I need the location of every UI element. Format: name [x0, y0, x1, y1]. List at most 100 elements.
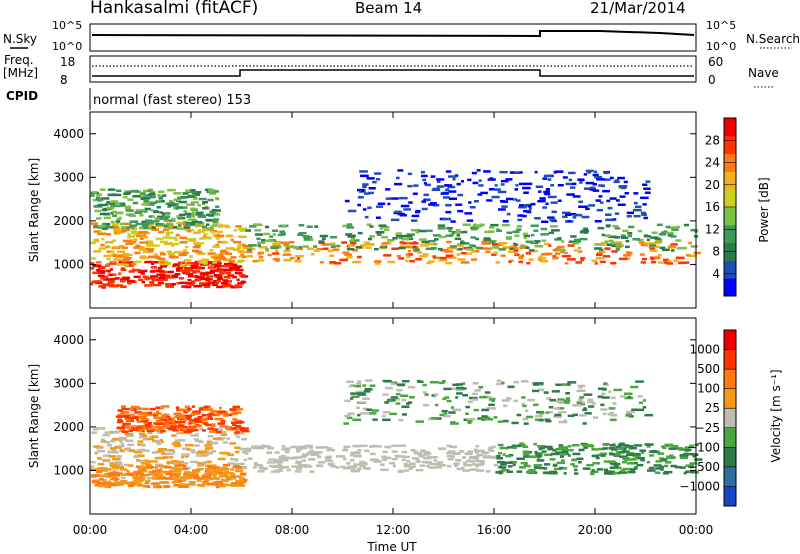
echo-cell: [426, 464, 430, 468]
echo-cell: [120, 226, 127, 229]
echo-cell: [255, 233, 264, 236]
echo-cell: [530, 202, 536, 206]
echo-cell: [125, 434, 135, 437]
echo-cell: [280, 466, 289, 469]
echo-cell: [437, 466, 442, 469]
echo-cell: [483, 238, 492, 241]
echo-cell: [210, 450, 217, 453]
echo-cell: [135, 472, 144, 475]
echo-cell: [350, 468, 356, 471]
echo-cell: [627, 234, 632, 238]
echo-cell: [362, 397, 370, 400]
colorbar-tick-label: 4: [712, 267, 720, 281]
echo-cell: [363, 461, 367, 465]
echo-cell: [134, 411, 142, 414]
echo-cell: [399, 214, 407, 217]
echo-cell: [513, 198, 517, 201]
echo-cell: [665, 461, 672, 464]
echo-cell: [190, 283, 195, 287]
echo-cell: [436, 178, 445, 181]
echo-cell: [319, 234, 328, 238]
echo-cell: [533, 403, 539, 407]
echo-cell: [477, 417, 483, 420]
echo-cell: [591, 469, 595, 472]
echo-cell: [692, 455, 696, 458]
echo-cell: [103, 269, 110, 273]
echo-cell: [175, 414, 184, 418]
echo-cell: [187, 278, 192, 282]
echo-cell: [172, 451, 176, 454]
echo-cell: [99, 477, 104, 481]
echo-cell: [114, 231, 118, 234]
echo-cell: [602, 443, 610, 446]
echo-cell: [498, 242, 508, 245]
echo-cell: [156, 206, 161, 209]
echo-cell: [111, 253, 118, 256]
echo-cell: [466, 252, 472, 255]
echo-cell: [549, 398, 556, 402]
echo-cell: [579, 181, 583, 184]
echo-cell: [239, 227, 247, 230]
echo-cell: [204, 237, 212, 240]
echo-cell: [461, 456, 467, 459]
velocity-ylabel: Slant Range [km]: [27, 364, 41, 468]
echo-cell: [585, 169, 594, 173]
echo-cell: [133, 483, 138, 486]
echo-cell: [185, 428, 192, 432]
echo-cell: [187, 195, 194, 198]
echo-cell: [95, 479, 101, 482]
echo-cell: [188, 190, 197, 194]
echo-cell: [343, 445, 351, 449]
echo-cell: [185, 271, 189, 274]
echo-cell: [372, 418, 378, 421]
echo-cell: [118, 272, 122, 275]
echo-cell: [96, 193, 103, 196]
echo-cell: [562, 176, 568, 179]
echo-cell: [457, 258, 466, 261]
echo-cell: [232, 475, 237, 479]
y-tick-label: 3000: [53, 376, 84, 390]
echo-cell: [239, 273, 246, 277]
echo-cell: [283, 249, 291, 253]
echo-cell: [149, 281, 154, 284]
echo-cell: [107, 193, 116, 197]
echo-cell: [191, 413, 196, 416]
echo-cell: [284, 456, 290, 460]
echo-cell: [403, 469, 410, 472]
echo-cell: [196, 278, 202, 282]
echo-cell: [606, 199, 611, 203]
echo-cell: [375, 178, 381, 181]
echo-cell: [211, 464, 217, 467]
echo-cell: [154, 469, 161, 472]
echo-cell: [483, 416, 491, 420]
echo-cell: [203, 285, 211, 288]
echo-cell: [478, 386, 484, 389]
echo-cell: [193, 242, 200, 245]
echo-cell: [153, 416, 163, 420]
echo-cell: [578, 461, 582, 464]
echo-cell: [405, 259, 409, 263]
echo-cell: [121, 443, 125, 446]
colorbar-swatch: [724, 224, 736, 244]
echo-cell: [247, 457, 253, 460]
echo-cell: [193, 285, 203, 288]
echo-cell: [166, 426, 173, 429]
echo-cell: [135, 209, 145, 212]
echo-cell: [524, 182, 533, 186]
echo-cell: [460, 242, 466, 245]
echo-cell: [581, 229, 589, 232]
echo-cell: [285, 245, 294, 249]
echo-cell: [100, 276, 107, 280]
echo-cell: [394, 210, 402, 214]
echo-cell: [156, 450, 165, 453]
echo-cell: [119, 482, 125, 485]
echo-cell: [640, 253, 645, 256]
echo-cell: [141, 468, 146, 471]
echo-cell: [319, 446, 328, 449]
echo-cell: [642, 406, 647, 409]
echo-cell: [146, 203, 155, 206]
echo-cell: [339, 258, 348, 262]
echo-cell: [369, 384, 376, 387]
x-tick-label: 16:00: [477, 523, 512, 537]
echo-cell: [382, 418, 391, 422]
